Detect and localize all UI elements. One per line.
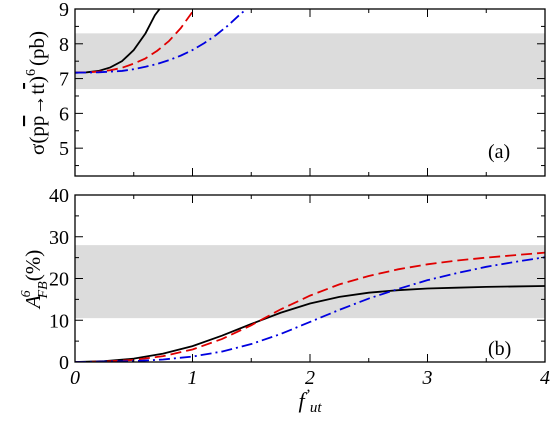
y-tick-label: 20: [49, 269, 69, 291]
panel-b-xlabel: f’ut: [298, 387, 322, 416]
panel-b-ytick-labels: 0 10 20 30 40: [49, 185, 69, 374]
panel-b-band: [75, 245, 545, 318]
panel-a-label: (a): [488, 141, 510, 163]
panel-b-ylabel: A6 FB(%): [19, 250, 51, 310]
y-tick-label: 10: [49, 310, 69, 332]
panel-b: 0 10 20 30 40 0 1 2 3 4 (b) A6 FB(%) f’ut: [19, 185, 550, 416]
x-tick-label: 3: [422, 367, 433, 389]
panel-b-xtick-labels: 0 1 2 3 4: [70, 367, 550, 389]
y-tick-label: 5: [59, 138, 69, 160]
y-tick-label: 8: [59, 34, 69, 56]
y-tick-label: 6: [59, 103, 69, 125]
x-tick-label: 4: [540, 367, 550, 389]
panel-b-label: (b): [488, 338, 511, 360]
panel-a-band: [75, 33, 545, 89]
panel-a: 5 6 7 8 9 (a) σ(pp→tt)6(pb): [24, 0, 545, 176]
panel-a-ytick-labels: 5 6 7 8 9: [59, 0, 69, 160]
pbar: p: [25, 116, 49, 127]
y-tick-label: 0: [59, 352, 69, 374]
x-tick-label: 0: [70, 367, 80, 389]
x-tick-label: 2: [305, 367, 315, 389]
x-tick-label: 1: [188, 367, 198, 389]
panel-a-ylabel: σ(pp→tt)6(pb): [24, 31, 49, 155]
y-tick-label: 7: [59, 69, 69, 91]
y-tick-label: 9: [59, 0, 69, 21]
y-tick-label: 40: [49, 185, 69, 207]
y-tick-label: 30: [49, 227, 69, 249]
